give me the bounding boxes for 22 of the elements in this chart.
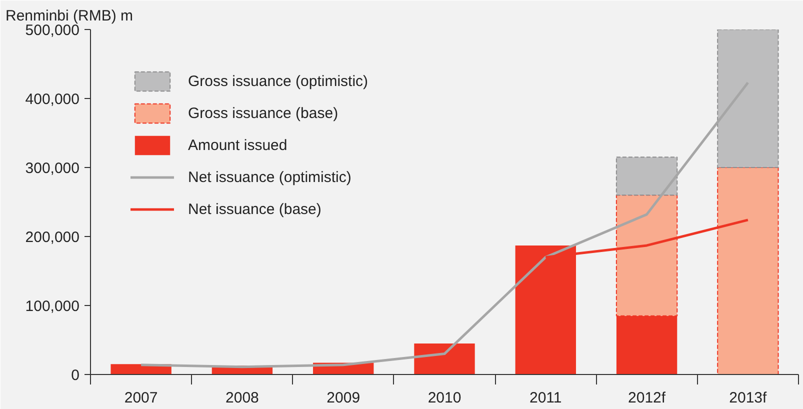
legend-label: Gross issuance (base) — [188, 104, 338, 122]
x-tick-label: 2007 — [124, 390, 158, 406]
x-tick-label: 2009 — [326, 390, 360, 406]
y-tick-label: 100,000 — [25, 298, 80, 315]
y-axis-title: Renminbi (RMB) m — [6, 8, 134, 24]
y-tick-label: 0 — [71, 367, 80, 384]
x-tick-label: 2011 — [530, 390, 562, 406]
legend-label: Net issuance (base) — [188, 200, 322, 218]
x-tick-label: 2010 — [428, 390, 462, 406]
legend-label: Gross issuance (optimistic) — [188, 72, 368, 90]
y-tick-label: 300,000 — [25, 160, 80, 177]
legend-label: Net issuance (optimistic) — [188, 168, 352, 186]
bar — [414, 343, 475, 374]
x-tick-label: 2013f — [729, 390, 768, 406]
bar — [616, 156, 678, 196]
y-tick-label: 400,000 — [25, 91, 80, 108]
x-tick-label: 2012f — [628, 390, 666, 406]
y-tick-label: 200,000 — [25, 229, 80, 246]
y-tick-label: 500,000 — [25, 22, 80, 39]
bar — [717, 30, 779, 168]
x-tick-label: 2008 — [226, 390, 259, 406]
legend-label: Amount issued — [188, 136, 288, 154]
